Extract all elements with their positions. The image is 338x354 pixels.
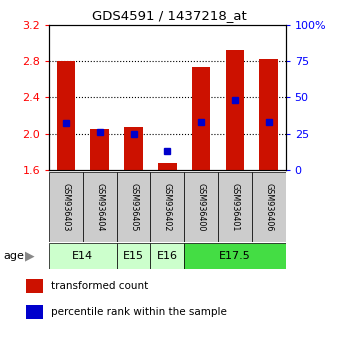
Bar — [226, 50, 244, 170]
Bar — [192, 67, 210, 170]
FancyBboxPatch shape — [117, 243, 150, 268]
FancyBboxPatch shape — [49, 172, 83, 242]
Text: GSM936400: GSM936400 — [197, 183, 206, 231]
Bar — [90, 129, 109, 170]
FancyBboxPatch shape — [252, 172, 286, 242]
Text: GSM936402: GSM936402 — [163, 183, 172, 232]
FancyBboxPatch shape — [150, 172, 184, 242]
Text: GSM936405: GSM936405 — [129, 183, 138, 232]
Text: age: age — [3, 251, 24, 261]
Text: E17.5: E17.5 — [219, 251, 251, 261]
Text: GSM936406: GSM936406 — [264, 183, 273, 231]
FancyBboxPatch shape — [83, 172, 117, 242]
FancyBboxPatch shape — [184, 243, 286, 268]
Text: GSM936401: GSM936401 — [231, 183, 239, 231]
Text: GSM936403: GSM936403 — [62, 183, 70, 231]
Text: transformed count: transformed count — [51, 281, 148, 291]
Bar — [26, 305, 43, 319]
FancyBboxPatch shape — [117, 172, 150, 242]
FancyBboxPatch shape — [49, 243, 117, 268]
Text: GDS4591 / 1437218_at: GDS4591 / 1437218_at — [92, 9, 246, 22]
Bar — [158, 163, 177, 170]
Bar — [124, 127, 143, 170]
FancyBboxPatch shape — [218, 172, 252, 242]
Text: GSM936404: GSM936404 — [95, 183, 104, 231]
Text: E15: E15 — [123, 251, 144, 261]
Bar — [56, 61, 75, 170]
Text: ▶: ▶ — [25, 249, 35, 262]
Bar — [260, 59, 278, 170]
Bar — [26, 279, 43, 293]
Text: E16: E16 — [157, 251, 178, 261]
FancyBboxPatch shape — [150, 243, 184, 268]
Text: percentile rank within the sample: percentile rank within the sample — [51, 307, 227, 317]
FancyBboxPatch shape — [184, 172, 218, 242]
Text: E14: E14 — [72, 251, 93, 261]
